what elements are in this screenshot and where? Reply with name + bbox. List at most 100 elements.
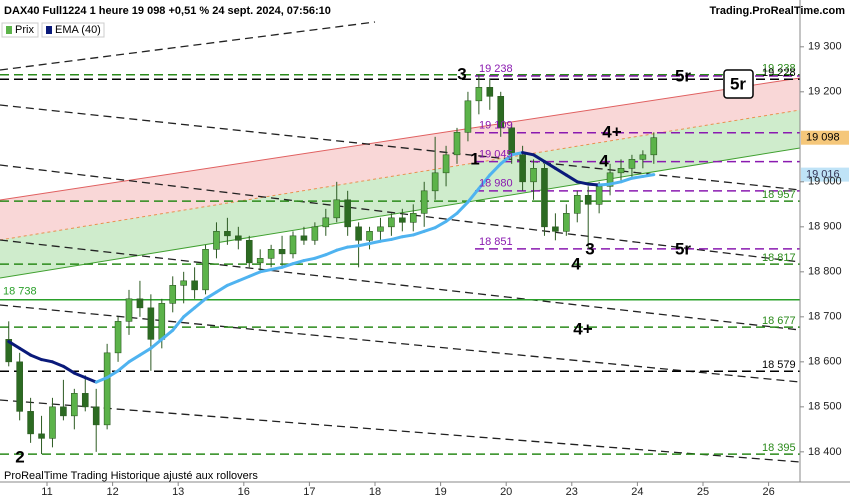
wave-label: 1 (470, 149, 479, 168)
ema-segment (335, 245, 350, 252)
candle-body (213, 231, 220, 250)
wave-label: 3 (457, 64, 466, 83)
candle-body (617, 168, 625, 174)
candle-body (431, 172, 439, 192)
candle-body (606, 172, 614, 187)
legend-label: EMA (40) (55, 24, 101, 36)
ema-segment (510, 151, 525, 157)
legend-box (41, 22, 105, 38)
ema-segment (258, 268, 273, 274)
wave-label: 5r (730, 74, 746, 93)
ema-segment (50, 360, 65, 368)
ema-segment (40, 358, 54, 364)
ema-segment (575, 180, 590, 186)
candle-body (322, 217, 330, 228)
y-tick-label: 19 200 (808, 86, 842, 98)
ema-segment (324, 248, 339, 257)
ema-segment (280, 262, 295, 269)
x-tick-label: 17 (303, 486, 315, 498)
candle-body (344, 199, 351, 228)
candle-body (71, 393, 78, 417)
candle-body (245, 240, 253, 264)
ema-segment (302, 256, 317, 263)
candle-body (267, 249, 275, 259)
wave-label: 4 (599, 151, 609, 170)
level-label: 19 045 (479, 148, 513, 160)
level-label: 18 579 (762, 359, 796, 371)
level-label: 18 395 (762, 442, 796, 454)
ema-segment (193, 297, 208, 310)
x-tick-label: 18 (369, 486, 381, 498)
price-box (801, 167, 849, 182)
candle-body (519, 154, 526, 183)
x-tick-label: 23 (566, 486, 578, 498)
y-tick-label: 18 600 (808, 356, 842, 368)
ema-segment (433, 219, 448, 230)
ema-segment (378, 237, 393, 243)
candle-body (453, 132, 461, 156)
candle-body (256, 258, 264, 264)
ema-segment (83, 376, 98, 384)
ema-segment (553, 166, 568, 177)
wave-label: 3 (585, 239, 594, 258)
candle-body (169, 285, 177, 304)
level-label: 18 677 (762, 315, 796, 327)
ema-segment (247, 270, 262, 278)
candle-body (38, 433, 45, 439)
ema-segment (641, 173, 656, 178)
candle-body (289, 235, 297, 255)
x-tick-label: 25 (697, 486, 709, 498)
candle-body (224, 231, 231, 237)
level-label: 18 957 (762, 189, 796, 201)
x-tick-label: 12 (106, 486, 118, 498)
candle-body (278, 249, 286, 255)
candle-body (103, 352, 111, 426)
candle-body (497, 96, 505, 129)
candle-body (595, 186, 603, 205)
ema-segment (291, 259, 306, 266)
ema-segment (466, 187, 481, 204)
ema-segment (357, 241, 372, 248)
y-tick-label: 19 300 (808, 41, 842, 53)
candle-body (147, 307, 155, 340)
ema-segment (608, 180, 623, 186)
trendline (0, 104, 800, 191)
y-tick-label: 18 800 (808, 266, 842, 278)
candle-body (49, 406, 56, 439)
candle-body (388, 217, 395, 228)
price-box (801, 130, 849, 145)
level-label: 18 817 (762, 252, 796, 264)
candle-body (180, 280, 187, 286)
price-box-label: 19 016 (806, 169, 840, 181)
ema-segment (455, 200, 470, 215)
candle-body (16, 361, 23, 412)
candle-body (202, 249, 209, 291)
candle-body (27, 411, 34, 435)
x-tick-label: 26 (762, 486, 774, 498)
candle-body (563, 213, 570, 232)
x-tick-label: 19 (434, 486, 446, 498)
candle-body (300, 235, 308, 241)
ema-segment (72, 371, 87, 380)
candle-body (442, 154, 450, 174)
trendline (0, 21, 376, 71)
y-tick-label: 18 900 (808, 221, 842, 233)
candle-body (5, 339, 13, 363)
candle-body (464, 100, 472, 133)
support-label: 18 738 (3, 286, 37, 298)
ema-segment (61, 364, 76, 375)
ema-segment (499, 153, 514, 166)
ema-segment (138, 346, 153, 357)
candle-body (333, 199, 341, 219)
candle-body (355, 226, 362, 241)
level-label: 18 851 (479, 236, 513, 248)
candle-body (92, 406, 100, 426)
ema-segment (488, 162, 503, 177)
ema-segment (597, 182, 612, 187)
candle-body (311, 226, 319, 241)
candle-body (409, 213, 417, 223)
ema-segment (586, 182, 601, 187)
ema-segment (204, 290, 218, 301)
trendlines (0, 21, 800, 463)
